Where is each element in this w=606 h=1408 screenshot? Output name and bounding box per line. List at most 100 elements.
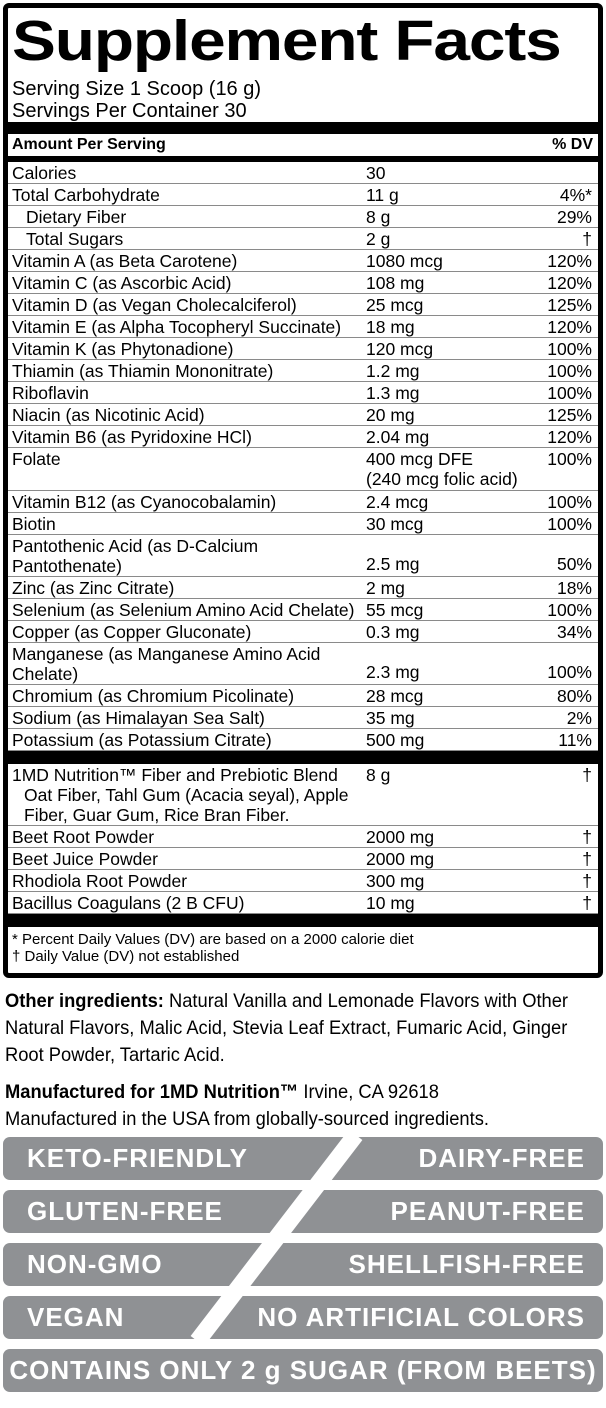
nutrient-daily-value: 100%	[547, 600, 592, 620]
nutrient-daily-value: 125%	[547, 405, 592, 425]
nutrient-rows: Calories 30 Total Carbohydrate 11 g 4%* Dieta…	[8, 162, 598, 927]
nutrient-daily-value: 34%	[556, 622, 592, 642]
nutrient-name: Bacillus Coagulans (2 B CFU)	[12, 893, 245, 913]
nutrient-row: Folate 400 mcg DFE (240 mcg folic acid) 10…	[8, 448, 598, 491]
nutrient-row: Total Sugars 2 g †	[8, 228, 598, 250]
nutrient-amount: 400 mcg DFE (240 mcg folic acid)	[366, 449, 518, 489]
nutrient-row: Thiamin (as Thiamin Mononitrate) 1.2 mg 10…	[8, 360, 598, 382]
badges: KETO-FRIENDLY DAIRY-FREE GLUTEN-FREE PEANUT…	[3, 1129, 603, 1392]
nutrient-daily-value: 125%	[547, 295, 592, 315]
nutrient-name: Selenium (as Selenium Amino Acid Chelate…	[12, 600, 355, 620]
amount-per-serving-header: Amount Per Serving	[12, 136, 166, 153]
nutrient-name: Thiamin (as Thiamin Mononitrate)	[12, 361, 274, 381]
badge-sugar-claim: CONTAINS ONLY 2 g SUGAR (FROM BEETS)	[3, 1349, 603, 1392]
nutrient-row: Vitamin E (as Alpha Tocopheryl Succinate…	[8, 316, 598, 338]
nutrient-name: Chromium (as Chromium Picolinate)	[12, 686, 295, 706]
nutrient-amount: 300 mg	[366, 871, 425, 891]
panel-title: Supplement Facts	[12, 9, 562, 73]
nutrient-row: Total Carbohydrate 11 g 4%*	[8, 184, 598, 206]
nutrient-row: Niacin (as Nicotinic Acid) 20 mg 125%	[8, 404, 598, 426]
serving-size: Serving Size 1 Scoop (16 g)	[12, 78, 262, 100]
nutrient-amount: 30 mcg	[366, 514, 424, 534]
badge-label-right: NO ARTIFICIAL COLORS	[257, 1302, 585, 1332]
nutrient-amount: 2000 mg	[366, 849, 435, 869]
nutrient-daily-value: †	[582, 871, 592, 891]
nutrient-row: Vitamin K (as Phytonadione) 120 mcg 100%	[8, 338, 598, 360]
nutrient-row: Vitamin B6 (as Pyridoxine HCl) 2.04 mg 120…	[8, 426, 598, 448]
nutrient-amount: 2 mg	[366, 578, 405, 598]
nutrient-daily-value: 100%	[547, 492, 592, 512]
nutrient-daily-value: 100%	[547, 449, 592, 469]
badge-row: KETO-FRIENDLY DAIRY-FREE	[3, 1137, 603, 1180]
nutrient-row: Chromium (as Chromium Picolinate) 28 mcg 8…	[8, 685, 598, 707]
nutrient-row: Biotin 30 mcg 100%	[8, 513, 598, 535]
badge-label-right: PEANUT-FREE	[390, 1196, 585, 1226]
nutrient-name: 1MD Nutrition™ Fiber and Prebiotic Blend	[12, 765, 338, 785]
nutrient-name: Manganese (as Manganese Amino Acid Chela…	[12, 644, 321, 684]
supplement-facts-panel: Supplement Facts Serving Size 1 Scoop (1…	[3, 3, 603, 978]
badge-row: NON-GMO SHELLFISH-FREE	[3, 1243, 603, 1286]
nutrient-name: Rhodiola Root Powder	[12, 871, 188, 891]
nutrient-amount: 500 mg	[366, 730, 425, 750]
nutrient-amount: 8 g	[366, 765, 391, 785]
nutrient-daily-value: 2%	[566, 708, 592, 728]
nutrient-amount: 2 g	[366, 229, 391, 249]
blend-ingredient-list: Oat Fiber, Tahl Gum (Acacia seyal), Appl…	[24, 785, 349, 825]
footnote-percent-dv: * Percent Daily Values (DV) are based on…	[12, 931, 414, 948]
nutrient-row: Riboflavin 1.3 mg 100%	[8, 382, 598, 404]
nutrient-amount: 108 mg	[366, 273, 425, 293]
nutrient-amount: 18 mg	[366, 317, 415, 337]
nutrient-name: Zinc (as Zinc Citrate)	[12, 578, 175, 598]
nutrient-amount: 1.2 mg	[366, 361, 420, 381]
nutrient-amount: 1.3 mg	[366, 383, 420, 403]
nutrient-row: Vitamin B12 (as Cyanocobalamin) 2.4 mcg 10…	[8, 491, 598, 513]
nutrient-amount: 11 g	[366, 185, 399, 205]
nutrient-name: Riboflavin	[12, 383, 89, 403]
nutrient-daily-value: 100%	[547, 662, 592, 682]
nutrient-amount: 1080 mcg	[366, 251, 443, 271]
nutrient-name: Vitamin B12 (as Cyanocobalamin)	[12, 492, 277, 512]
servings-per-container: Servings Per Container 30	[12, 100, 247, 122]
nutrient-row: Calories 30	[8, 162, 598, 184]
nutrient-daily-value: 100%	[547, 514, 592, 534]
nutrient-amount: 2.04 mg	[366, 427, 430, 447]
nutrient-amount: 55 mcg	[366, 600, 424, 620]
nutrient-daily-value: †	[582, 229, 592, 249]
nutrient-daily-value: 18%	[556, 578, 592, 598]
nutrient-amount: 35 mg	[366, 708, 415, 728]
nutrient-daily-value: 100%	[547, 383, 592, 403]
nutrient-daily-value: 29%	[556, 207, 592, 227]
nutrient-name: Pantothenic Acid (as D-Calcium Pantothen…	[12, 536, 259, 576]
manufactured-in-line: Manufactured in the USA from globally-so…	[5, 1108, 489, 1130]
nutrient-amount: 28 mcg	[366, 686, 424, 706]
supplement-label-page: Supplement Facts Serving Size 1 Scoop (1…	[0, 3, 606, 1408]
nutrient-daily-value: 50%	[556, 554, 592, 574]
nutrient-name: Potassium (as Potassium Citrate)	[12, 730, 272, 750]
nutrient-amount: 0.3 mg	[366, 622, 420, 642]
nutrient-daily-value: †	[582, 849, 592, 869]
nutrient-amount: 120 mcg	[366, 339, 434, 359]
badge-label-left: VEGAN	[27, 1302, 125, 1332]
nutrient-daily-value: 4%*	[559, 185, 592, 205]
nutrient-name: Vitamin K (as Phytonadione)	[12, 339, 234, 359]
nutrient-daily-value: 120%	[547, 273, 592, 293]
manufactured-for-rest: Irvine, CA 92618	[298, 1081, 439, 1103]
nutrient-row: Vitamin A (as Beta Carotene) 1080 mcg 120%	[8, 250, 598, 272]
nutrient-name: Vitamin D (as Vegan Cholecalciferol)	[12, 295, 297, 315]
nutrient-daily-value: 120%	[547, 427, 592, 447]
nutrient-row: 1MD Nutrition™ Fiber and Prebiotic Blend…	[8, 764, 598, 826]
other-ingredients-label: Other ingredients:	[5, 990, 164, 1012]
percent-dv-header: % DV	[552, 136, 593, 153]
section-divider-bar	[8, 914, 598, 927]
nutrient-daily-value: †	[582, 827, 592, 847]
badge-rows: KETO-FRIENDLY DAIRY-FREE GLUTEN-FREE PEANUT…	[3, 1137, 603, 1339]
badge-label-left: KETO-FRIENDLY	[27, 1143, 249, 1173]
nutrient-row: Vitamin D (as Vegan Cholecalciferol) 25 m…	[8, 294, 598, 316]
nutrient-amount: 2.3 mg	[366, 662, 420, 682]
nutrient-row: Vitamin C (as Ascorbic Acid) 108 mg 120%	[8, 272, 598, 294]
nutrient-row: Pantothenic Acid (as D-Calcium Pantothen…	[8, 535, 598, 577]
nutrient-daily-value: 100%	[547, 339, 592, 359]
nutrient-amount: 10 mg	[366, 893, 415, 913]
manufacturer-info: Manufactured for 1MD Nutrition™ Irvine, …	[5, 1079, 599, 1133]
manufactured-for-line: Manufactured for 1MD Nutrition™ Irvine, …	[5, 1079, 599, 1106]
